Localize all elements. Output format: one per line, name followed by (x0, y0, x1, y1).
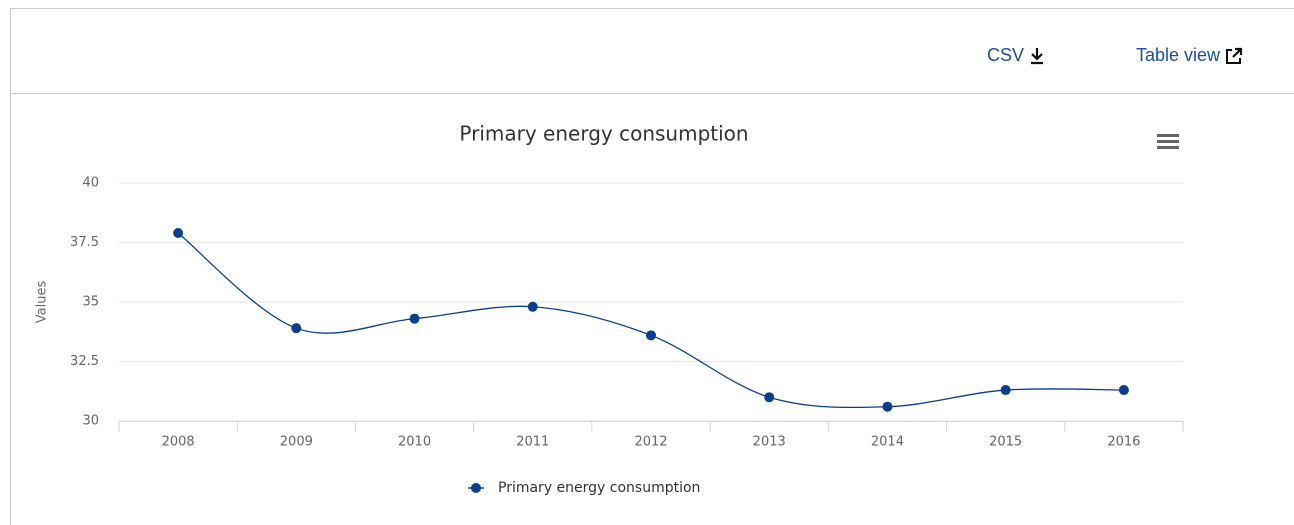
y-tick-label: 30 (82, 414, 99, 429)
y-tick-label: 40 (82, 176, 99, 191)
chart-title: Primary energy consumption (459, 122, 748, 146)
x-tick-label: 2015 (989, 435, 1022, 450)
x-tick-label: 2013 (753, 435, 786, 450)
point (1118, 385, 1129, 396)
menu-icon[interactable] (1157, 134, 1179, 149)
legend-marker (471, 483, 481, 493)
point (646, 330, 656, 341)
x-tick-label: 2010 (398, 435, 431, 450)
point (882, 401, 893, 412)
point (291, 323, 302, 334)
download-icon[interactable] (1029, 47, 1045, 65)
csv-label[interactable]: CSV (987, 45, 1025, 65)
x-tick-label: 2008 (162, 435, 195, 450)
table-view-link[interactable]: Table view (1136, 45, 1243, 66)
point (764, 392, 775, 403)
panel-border (10, 94, 11, 525)
x-tick-label: 2014 (871, 435, 904, 450)
external-icon[interactable] (1225, 47, 1243, 65)
csv-link[interactable]: CSV (987, 45, 1045, 66)
series-line (177, 232, 1124, 409)
point (173, 227, 184, 238)
x-tick-label: 2012 (634, 435, 667, 450)
legend-label: Primary energy consumption (498, 480, 700, 496)
table-view-label[interactable]: Table view (1136, 45, 1221, 65)
x-tick-label: 2009 (280, 435, 313, 450)
y-tick-label: 32.5 (70, 354, 99, 369)
toolbar: CSV Table view (10, 8, 1294, 94)
point (409, 313, 420, 324)
y-tick-label: 35 (82, 295, 99, 310)
point (1000, 385, 1011, 396)
x-tick-label: 2016 (1107, 435, 1140, 450)
x-tick-label: 2011 (516, 435, 549, 450)
y-axis-title: Values (35, 281, 50, 324)
y-tick-label: 37.5 (70, 235, 99, 250)
point (527, 301, 538, 312)
